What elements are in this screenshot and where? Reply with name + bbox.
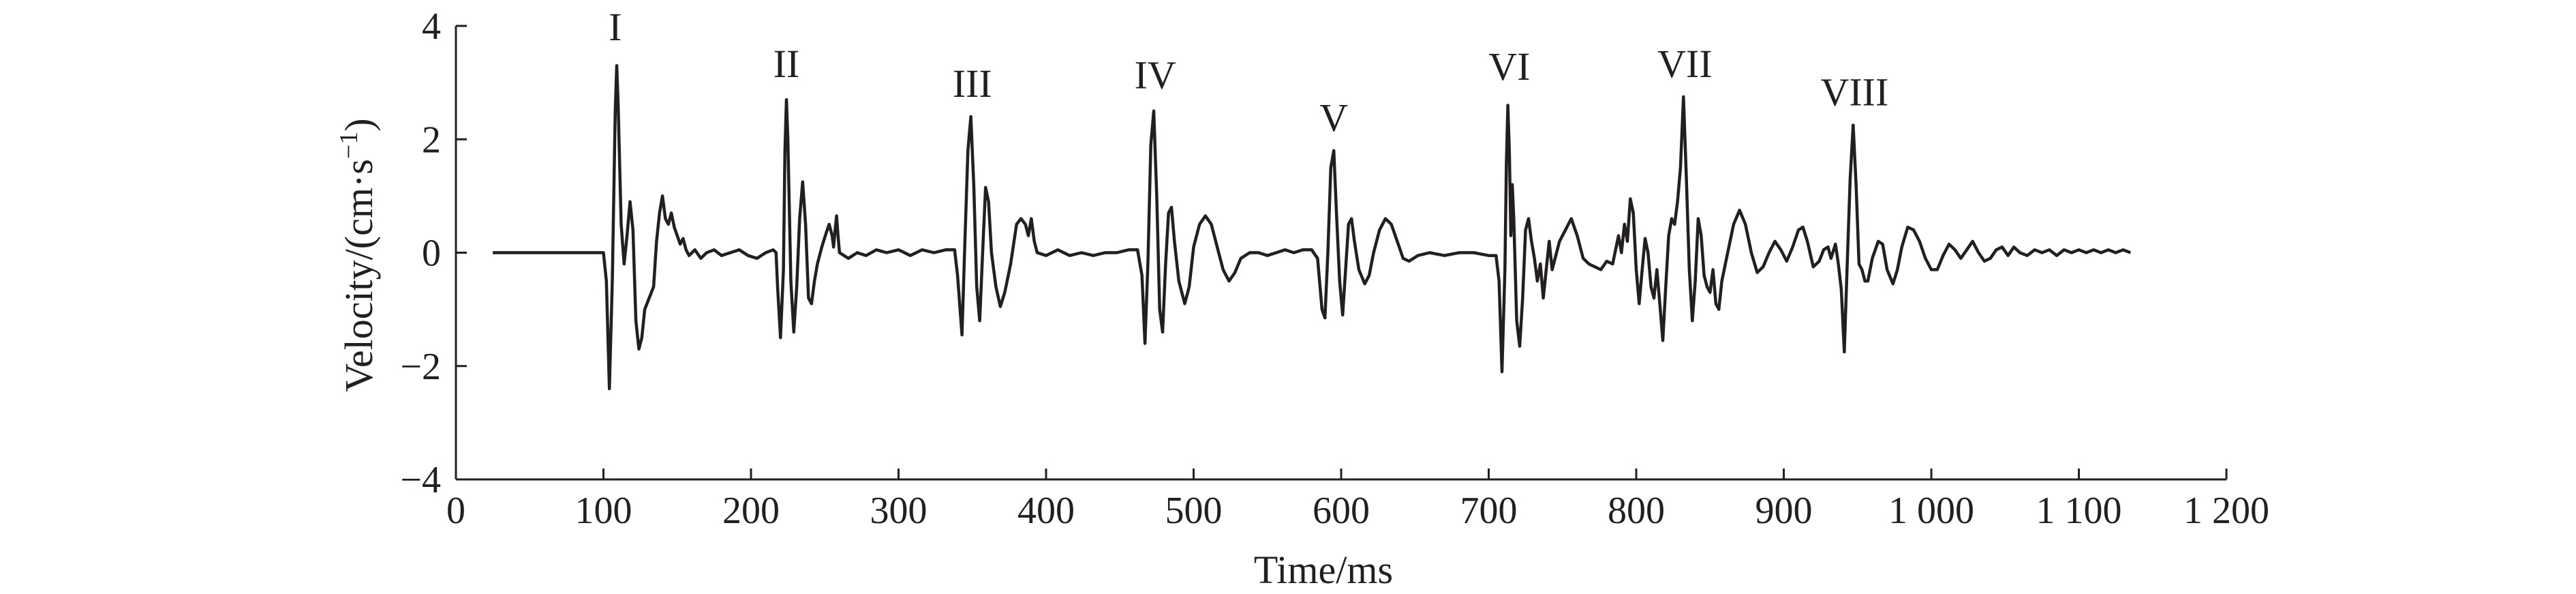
x-tick-label: 600 [1313, 490, 1370, 532]
x-tick-label: 700 [1460, 490, 1518, 532]
wave-label: III [953, 61, 992, 106]
velocity-series-line [493, 63, 2132, 391]
x-tick-label: 300 [870, 490, 927, 532]
x-tick-label: 900 [1755, 490, 1813, 532]
y-tick-label: 2 [422, 119, 441, 161]
y-axis-title-main: Velocity/(cm·s [337, 159, 381, 391]
x-axis-title: Time/ms [1254, 548, 1393, 592]
wave-label: VIII [1820, 70, 1888, 114]
y-tick-label: 4 [422, 5, 441, 48]
wave-label: V [1319, 95, 1348, 140]
y-axis-title: Velocity/(cm·s−1) [335, 118, 381, 391]
wave-label: I [609, 5, 622, 49]
axes [455, 26, 2226, 481]
y-axis-title-close: ) [337, 118, 381, 131]
y-ticks: −4 −2 0 2 4 [400, 5, 467, 501]
y-axis-title-superscript: −1 [335, 132, 363, 159]
x-tick-label: 0 [446, 490, 465, 532]
x-tick-label: 1 000 [1888, 490, 1974, 532]
y-tick-label: −4 [400, 459, 441, 501]
x-tick-label: 100 [575, 490, 632, 532]
y-tick-label: −2 [400, 346, 441, 388]
x-tick-label: 400 [1017, 490, 1075, 532]
x-tick-label: 800 [1608, 490, 1665, 532]
y-tick-label: 0 [422, 233, 441, 275]
series-group [493, 63, 2132, 391]
x-tick-label: 1 100 [2036, 490, 2122, 532]
wave-label: VI [1488, 44, 1530, 89]
wave-label: IV [1135, 53, 1176, 97]
x-tick-label: 500 [1165, 490, 1223, 532]
x-ticks: 0 100 200 300 400 500 600 700 800 900 1 000 1 100 1 … [446, 469, 2269, 532]
wave-label: VII [1657, 42, 1713, 86]
x-tick-label: 200 [722, 490, 780, 532]
x-tick-label: 1 200 [2183, 490, 2269, 532]
wave-label: II [773, 42, 800, 86]
